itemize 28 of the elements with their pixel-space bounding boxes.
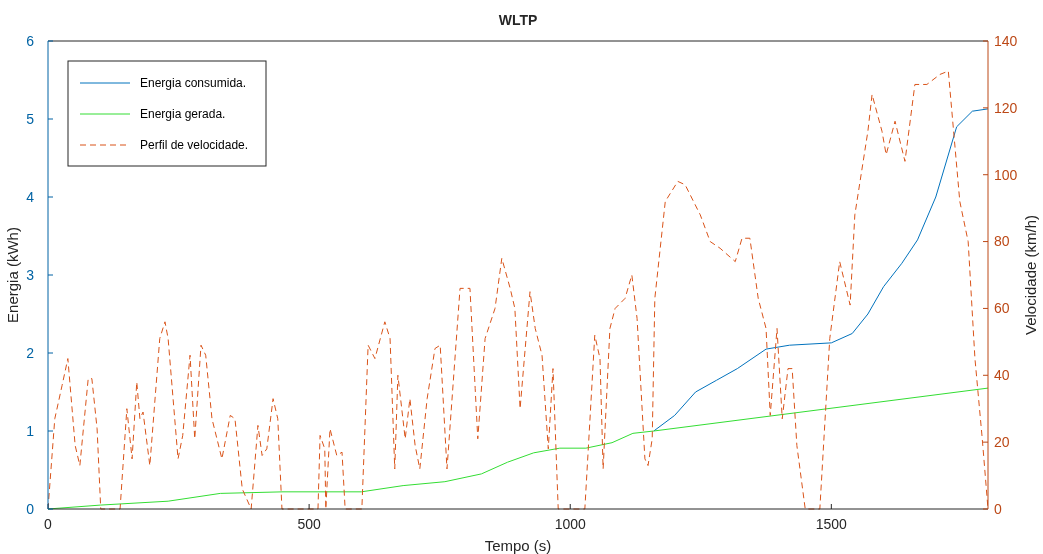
legend-label: Energia gerada. <box>140 107 226 122</box>
y2-tick-label: 40 <box>994 367 1010 384</box>
y2-tick-label: 120 <box>994 99 1018 116</box>
x-tick-label: 1500 <box>815 516 848 532</box>
legend-label: Energia consumida. <box>140 76 247 91</box>
y-tick-label: 5 <box>26 110 35 127</box>
line-series <box>48 70 988 510</box>
y2-tick-label: 140 <box>994 32 1018 49</box>
y-tick-label: 0 <box>26 500 35 517</box>
x-tick-label: 500 <box>297 516 321 532</box>
y-tick-label: 6 <box>26 32 35 49</box>
x-axis-title: Tempo (s) <box>484 537 552 554</box>
y-tick-label: 1 <box>26 422 35 439</box>
y-tick-label: 4 <box>26 188 35 205</box>
x-tick-label: 0 <box>44 516 53 532</box>
y-tick-label: 3 <box>26 266 35 283</box>
chart-title: WLTP <box>498 12 538 28</box>
y2-tick-label: 100 <box>994 166 1018 183</box>
y-tick-label: 2 <box>26 344 35 361</box>
y2-tick-label: 0 <box>994 500 1002 517</box>
legend-label: Perfil de velocidade. <box>140 138 249 153</box>
y2-tick-label: 60 <box>994 300 1010 317</box>
y2-tick-label: 80 <box>994 233 1010 250</box>
line-series <box>653 108 988 432</box>
y2-tick-label: 20 <box>994 434 1010 451</box>
x-tick-label: 1000 <box>554 516 586 532</box>
y2-axis-title: Velocidade (km/h) <box>1022 214 1039 336</box>
y-axis-title: Energia (kWh) <box>4 227 21 323</box>
